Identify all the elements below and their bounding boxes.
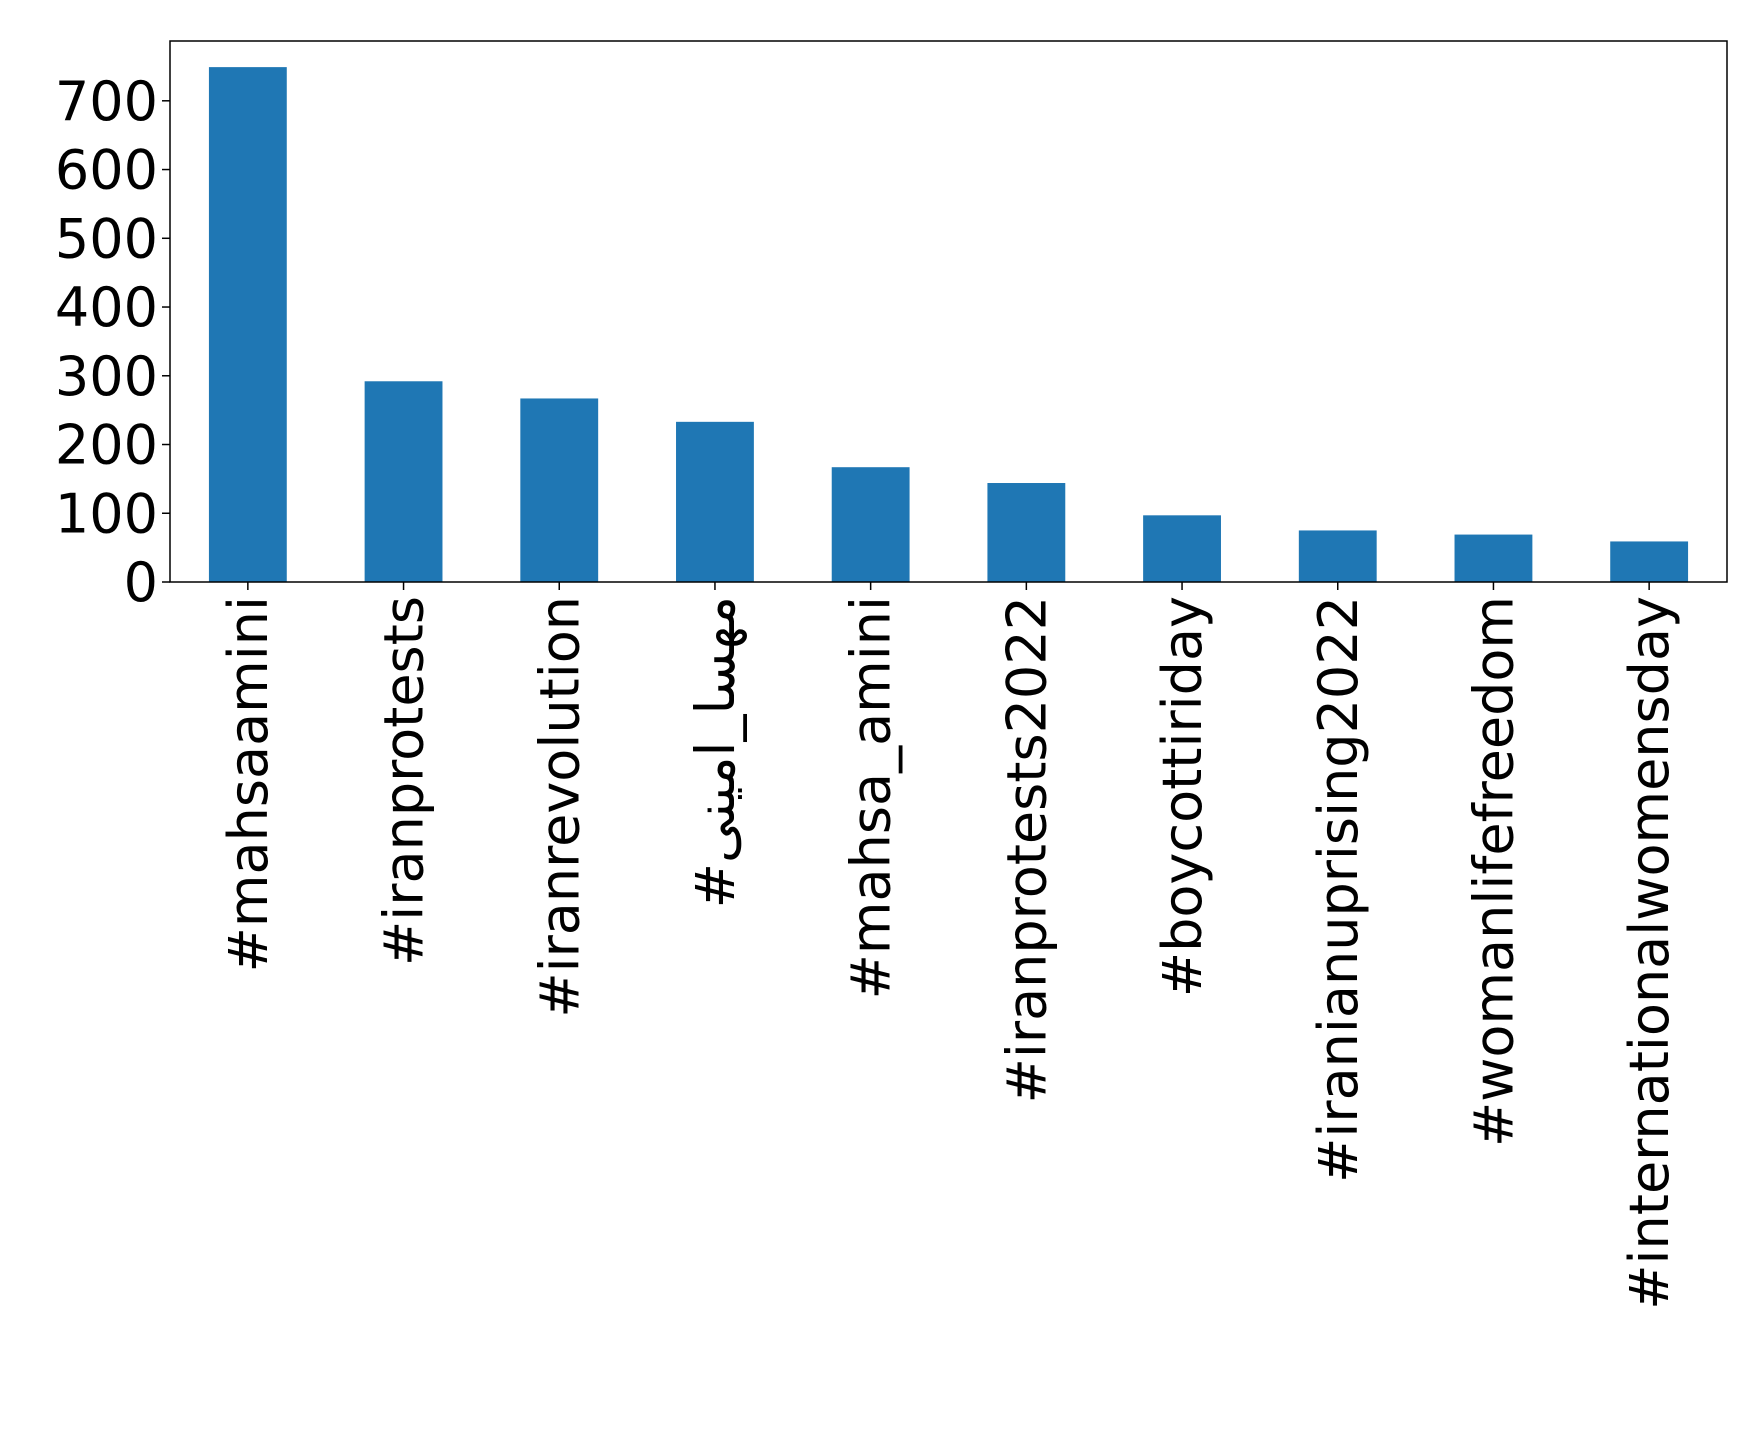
y-tick-label: 300 <box>55 345 158 408</box>
bar <box>364 381 443 582</box>
x-tick-label: #boycottiriday <box>1151 596 1214 997</box>
x-tick-label: #iranianuprising2022 <box>1307 596 1370 1183</box>
x-tick-label: #iranprotests <box>373 596 436 966</box>
x-tick-label: #iranrevolution <box>528 596 591 1018</box>
y-tick-label: 0 <box>124 551 158 614</box>
x-tick-label: #womanlifefreedom <box>1462 596 1525 1147</box>
y-tick-label: 700 <box>55 70 158 133</box>
y-tick-label: 600 <box>55 139 158 202</box>
bar <box>987 483 1066 582</box>
x-tick-label: #مهسا_امینی <box>684 596 747 908</box>
x-tick-label: #mahsaamini <box>217 596 280 972</box>
bar <box>1143 515 1221 582</box>
x-tick-label: #mahsa_amini <box>840 596 903 999</box>
bar <box>1610 541 1689 582</box>
bar <box>1454 534 1533 582</box>
bar <box>520 398 599 582</box>
x-tick-label: #internationalwomensday <box>1618 596 1681 1310</box>
bar <box>831 467 910 582</box>
bar <box>676 421 754 582</box>
plot-frame <box>169 40 1728 583</box>
bar <box>1298 530 1377 582</box>
x-tick-label: #iranprotests2022 <box>995 596 1058 1103</box>
bar <box>208 67 287 583</box>
y-tick-label: 500 <box>55 207 158 270</box>
y-tick-label: 400 <box>55 276 158 339</box>
y-tick-label: 200 <box>55 414 158 477</box>
y-tick-label: 100 <box>55 482 158 545</box>
